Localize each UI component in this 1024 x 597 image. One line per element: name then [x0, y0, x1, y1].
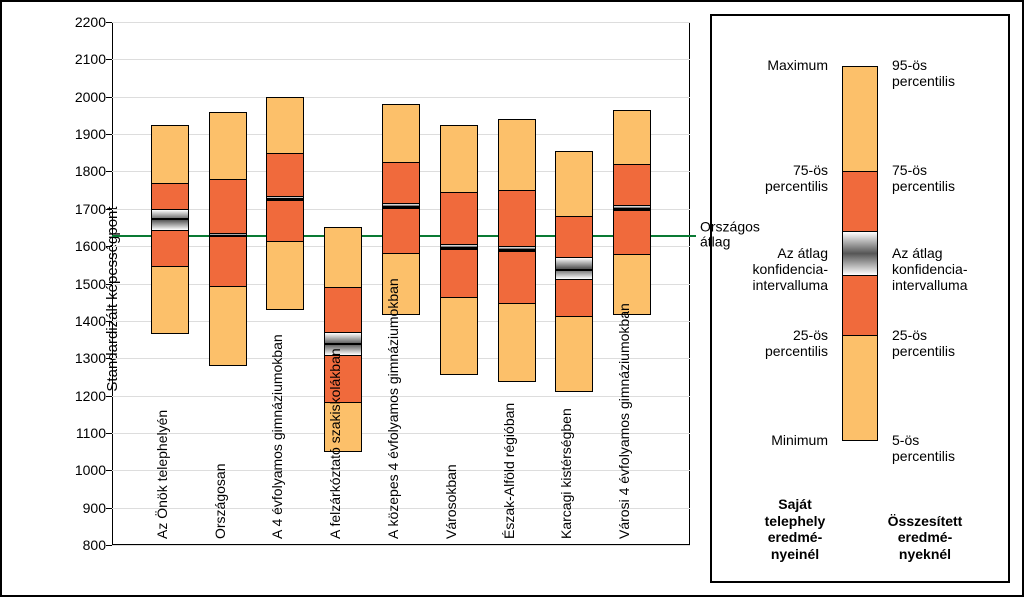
plot-area: 8009001000110012001300140015001600170018… — [112, 22, 690, 545]
legend-label-left-ci: Az átlag konfidencia-intervalluma — [750, 245, 860, 293]
group-label: A közepes 4 évfolyamos gimnáziumokban — [385, 278, 401, 539]
mean-line — [498, 249, 536, 251]
group: A felzárkóztató szakiskolákban — [324, 22, 362, 545]
box-segment — [151, 267, 189, 334]
box-segment — [555, 216, 593, 257]
y-tick-label: 1200 — [75, 388, 112, 404]
gridline — [112, 545, 690, 546]
legend-panel: Maximum95-ös percentilis 75-ös percentili… — [710, 14, 1010, 583]
y-tick-label: 1600 — [75, 238, 112, 254]
mean-line — [613, 208, 651, 210]
y-tick-label: 1700 — [75, 201, 112, 217]
group: Városokban — [440, 22, 478, 545]
box-segment — [266, 97, 304, 153]
box-segment — [151, 183, 189, 209]
legend-inner: Maximum95-ös percentilis 75-ös percentili… — [722, 26, 998, 571]
group-label: Karcagi kistérségben — [558, 408, 574, 539]
box-segment — [613, 211, 651, 256]
y-tick-label: 1000 — [75, 462, 112, 478]
group: A 4 évfolyamos gimnáziumokban — [266, 22, 304, 545]
box-segment — [440, 125, 478, 192]
legend-heading-right: Összesített eredmé-nyeknél — [860, 513, 970, 563]
box-segment — [498, 304, 536, 382]
legend-label-left-max: Maximum — [750, 57, 860, 73]
group: Karcagi kistérségben — [555, 22, 593, 545]
box-segment — [266, 153, 304, 196]
y-tick-label: 2000 — [75, 89, 112, 105]
box-segment — [382, 209, 420, 254]
box-segment — [266, 201, 304, 242]
box-segment — [151, 125, 189, 183]
y-tick-label: 1300 — [75, 350, 112, 366]
box-segment — [209, 112, 247, 179]
legend-label-right-min: 5-ös percentilis — [860, 432, 970, 464]
group: Az Önök telephelyén — [151, 22, 189, 545]
legend-label-right-max: 95-ös percentilis — [860, 57, 970, 89]
mean-line — [266, 198, 304, 200]
box-segment — [498, 119, 536, 190]
legend-label-left-min: Minimum — [750, 432, 860, 448]
group-label: Városokban — [443, 464, 459, 539]
group: Észak-Alföld régióban — [498, 22, 536, 545]
group: Országosan — [209, 22, 247, 545]
y-tick-label: 1100 — [76, 425, 112, 441]
mean-line — [324, 343, 362, 345]
box-segment — [613, 110, 651, 164]
box-segment — [266, 242, 304, 309]
mean-line — [151, 218, 189, 220]
box-segment — [324, 287, 362, 332]
box-segment — [555, 317, 593, 392]
legend-label-right-p75: 75-ös percentilis — [860, 162, 970, 194]
box-segment — [498, 190, 536, 246]
y-tick-label: 900 — [83, 500, 112, 516]
y-tick-label: 800 — [83, 537, 112, 553]
box-segment — [555, 280, 593, 317]
y-tick-label: 1800 — [75, 163, 112, 179]
box-segment — [498, 252, 536, 304]
legend-label-left-p25: 25-ös percentilis — [750, 327, 860, 359]
y-tick-label: 1900 — [75, 126, 112, 142]
group-label: Észak-Alföld régióban — [501, 403, 517, 539]
box-segment — [382, 104, 420, 162]
legend-heading-left: Saját telephely eredmé-nyeinél — [750, 496, 860, 563]
box-segment — [440, 250, 478, 299]
group: Városi 4 évfolyamos gimnáziumokban — [613, 22, 651, 545]
box-segment — [209, 237, 247, 287]
legend-label-left-p75: 75-ös percentilis — [750, 162, 860, 194]
group-label: Városi 4 évfolyamos gimnáziumokban — [616, 303, 632, 539]
chart-panel: Standardizált képességpont 8009001000110… — [2, 2, 710, 595]
box-segment — [555, 151, 593, 216]
legend-label-right-ci: Az átlag konfidencia-intervalluma — [860, 245, 970, 293]
group: A közepes 4 évfolyamos gimnáziumokban — [382, 22, 420, 545]
box-segment — [440, 192, 478, 244]
box-segment — [324, 227, 362, 287]
box-segment — [209, 179, 247, 233]
box-segment — [382, 162, 420, 203]
box-segment — [613, 164, 651, 205]
mean-line — [209, 235, 247, 237]
y-tick-label: 1500 — [75, 276, 112, 292]
y-tick-label: 2100 — [75, 51, 112, 67]
y-tick-label: 2200 — [75, 14, 112, 30]
mean-line — [440, 247, 478, 249]
figure-container: Standardizált képességpont 8009001000110… — [0, 0, 1024, 597]
legend-label-right-p25: 25-ös percentilis — [860, 327, 970, 359]
mean-line — [382, 206, 420, 208]
mean-line — [555, 269, 593, 271]
group-label: A 4 évfolyamos gimnáziumokban — [269, 334, 285, 539]
box-segment — [440, 298, 478, 375]
group-label: A felzárkóztató szakiskolákban — [327, 348, 343, 539]
group-label: Az Önök telephelyén — [154, 410, 170, 539]
y-tick-label: 1400 — [75, 313, 112, 329]
box-segment — [151, 231, 189, 266]
box-segment — [209, 287, 247, 365]
group-label: Országosan — [212, 464, 228, 539]
